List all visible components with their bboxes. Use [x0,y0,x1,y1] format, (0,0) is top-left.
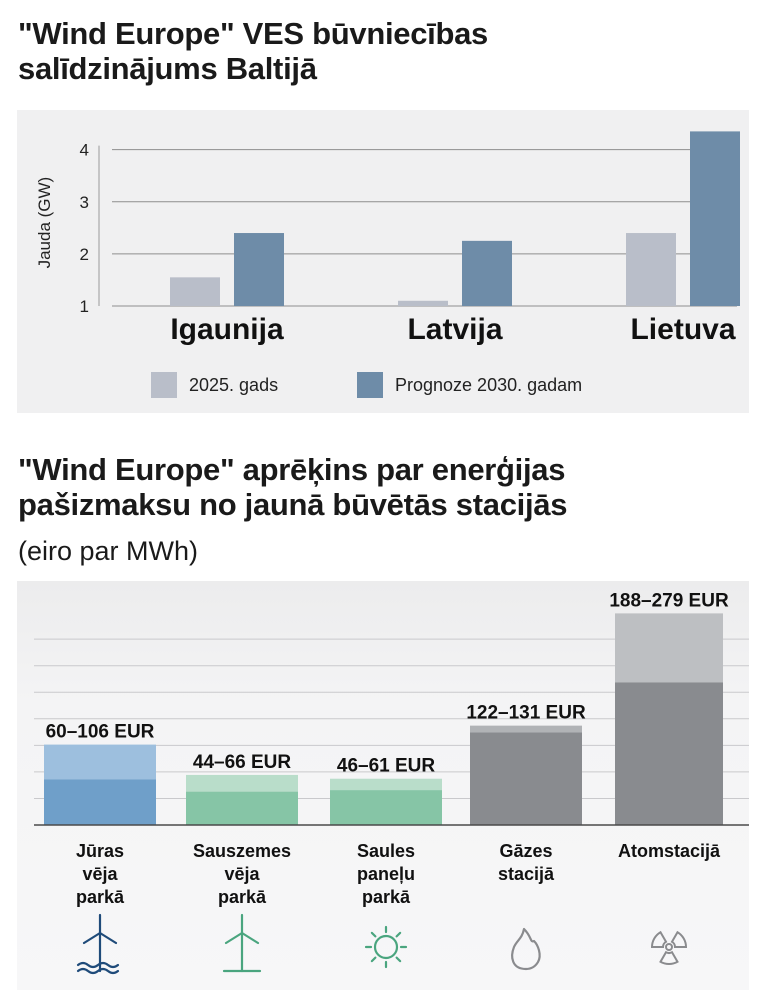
category-label: stacijā [498,864,555,884]
category-label: Igaunija [170,313,284,346]
category-label: paneļu [357,864,415,884]
category-label: vēja [224,864,260,884]
bar-2030-igaunija [234,233,284,306]
chart2-panel: 60–106 EUR Jūras vēja parkā 44–66 EUR Sauszem… [17,581,749,990]
legend-label: Prognoze 2030. gadam [395,375,582,395]
category-label: Sauszemes [193,841,291,861]
category-label: Atomstacijā [618,841,721,861]
range-value-label: 44–66 EUR [193,752,292,773]
bar-range-upper-nuclear [615,613,723,683]
sun-icon [364,925,408,969]
chart2-subtitle: (eiro par MWh) [18,536,199,566]
chart1-title: "Wind Europe" VES būvniecības salīdzināj… [18,16,488,86]
bar-range-lower-onshore [186,791,298,825]
bar-range-upper-gas [470,725,582,733]
chart1-svg: 1 2 3 4 Jauda (GW) Igaunija Latvija Lietuva 2025… [35,131,740,398]
category-label: vēja [82,864,118,884]
y-tick-label: 2 [80,245,89,264]
category-label: Gāzes [499,841,552,861]
category-label: parkā [76,887,125,907]
chart2-title: "Wind Europe" aprēķins par enerģijas paš… [18,452,568,522]
range-value-label: 60–106 EUR [46,722,155,743]
bar-2030-latvija [462,240,512,306]
bar-2030-lietuva [690,131,740,306]
category-label: Lietuva [630,313,735,346]
y-tick-label: 1 [80,297,89,316]
chart1-panel: 1 2 3 4 Jauda (GW) Igaunija Latvija Lietuva 2025… [17,110,749,413]
bar-2025-latvija [398,300,448,306]
y-tick-label: 3 [80,193,89,212]
y-axis-label: Jauda (GW) [35,177,54,269]
category-label: Jūras [76,841,124,861]
category-label: parkā [362,887,411,907]
bar-range-upper-onshore [186,774,298,792]
legend-swatch [151,372,177,398]
bar-2025-igaunija [170,277,220,306]
bar-range-upper-offshore [44,744,156,780]
legend-label: 2025. gads [189,375,278,395]
bar-range-lower-solar [330,790,442,825]
y-tick-label: 4 [80,141,89,160]
category-label: parkā [218,887,267,907]
radiation-icon [650,930,688,965]
range-value-label: 188–279 EUR [609,590,729,611]
flame-icon [511,927,541,971]
wind-turbine-icon [222,913,262,973]
bar-2025-lietuva [626,233,676,306]
bar-range-lower-offshore [44,779,156,825]
bar-range-lower-gas [470,732,582,825]
range-value-label: 122–131 EUR [466,703,586,724]
range-value-label: 46–61 EUR [337,756,436,777]
category-label: Latvija [407,313,502,346]
chart2-svg: 60–106 EUR Jūras vēja parkā 44–66 EUR Sauszem… [34,590,749,975]
category-label: Saules [357,841,415,861]
bar-range-lower-nuclear [615,682,723,825]
legend-swatch [357,372,383,398]
offshore-wind-turbine-icon [76,913,120,975]
bar-range-upper-solar [330,778,442,791]
